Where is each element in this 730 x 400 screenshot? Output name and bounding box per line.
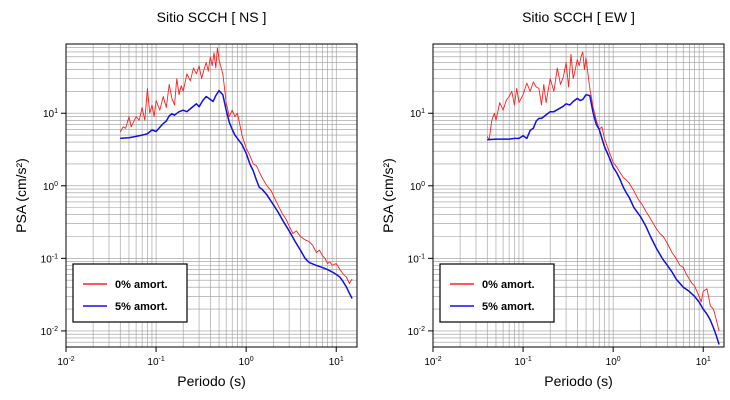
- plot-frame: [432, 43, 725, 348]
- y-tick-label: 10-2: [408, 326, 425, 338]
- plot-frame: [65, 43, 358, 348]
- x-tick-label: 101: [329, 356, 344, 368]
- x-axis-label: Periodo (s): [177, 373, 245, 389]
- x-axis: 10-2 10-1 100 101: [424, 347, 711, 368]
- legend-label: 5% amort.: [115, 301, 168, 313]
- chart-title: Sitio SCCH [ EW ]: [522, 9, 635, 25]
- y-tick-label: 10-1: [408, 253, 425, 265]
- x-tick-label: 10-1: [147, 356, 164, 368]
- x-tick-label: 10-2: [424, 356, 441, 368]
- series-line-5pct: [487, 93, 720, 345]
- legend-label: 0% amort.: [482, 279, 535, 291]
- x-axis-label: Periodo (s): [544, 373, 612, 389]
- legend-box: [72, 263, 188, 323]
- legend: 0% amort. 5% amort.: [439, 263, 555, 323]
- legend-label: 5% amort.: [482, 301, 535, 313]
- y-tick-label: 10-2: [41, 326, 58, 338]
- y-tick-label: 101: [410, 108, 425, 120]
- x-axis: 10-2 10-1 100 101: [57, 347, 344, 368]
- series-line-5pct: [120, 89, 353, 299]
- chart-panel-ew: 10-2 10-1 100 101 10-2 10-1 100 101 Sitio SCCH […: [380, 9, 725, 389]
- x-tick-label: 100: [606, 356, 621, 368]
- chart-panel-ns: 10-2 10-1 100 101 10-2 10-1 100 101 Sitio SCCH […: [13, 9, 358, 389]
- series-line-0pct: [486, 51, 720, 332]
- y-axis-label: PSA (cm/s²): [380, 158, 396, 233]
- series-line-0pct: [119, 47, 353, 284]
- legend-box: [439, 263, 555, 323]
- x-tick-label: 100: [239, 356, 254, 368]
- y-axis: 10-2 10-1 100 101: [41, 108, 66, 338]
- y-axis-label: PSA (cm/s²): [13, 158, 29, 233]
- y-tick-label: 10-1: [41, 253, 58, 265]
- y-tick-label: 100: [43, 181, 58, 193]
- legend-label: 0% amort.: [115, 279, 168, 291]
- x-tick-label: 101: [696, 356, 711, 368]
- chart-title: Sitio SCCH [ NS ]: [157, 9, 267, 25]
- x-tick-label: 10-2: [57, 356, 74, 368]
- y-tick-label: 101: [43, 108, 58, 120]
- y-axis: 10-2 10-1 100 101: [408, 108, 433, 338]
- legend: 0% amort. 5% amort.: [72, 263, 188, 323]
- grid: [65, 43, 357, 348]
- x-tick-label: 10-1: [514, 356, 531, 368]
- y-tick-label: 100: [410, 181, 425, 193]
